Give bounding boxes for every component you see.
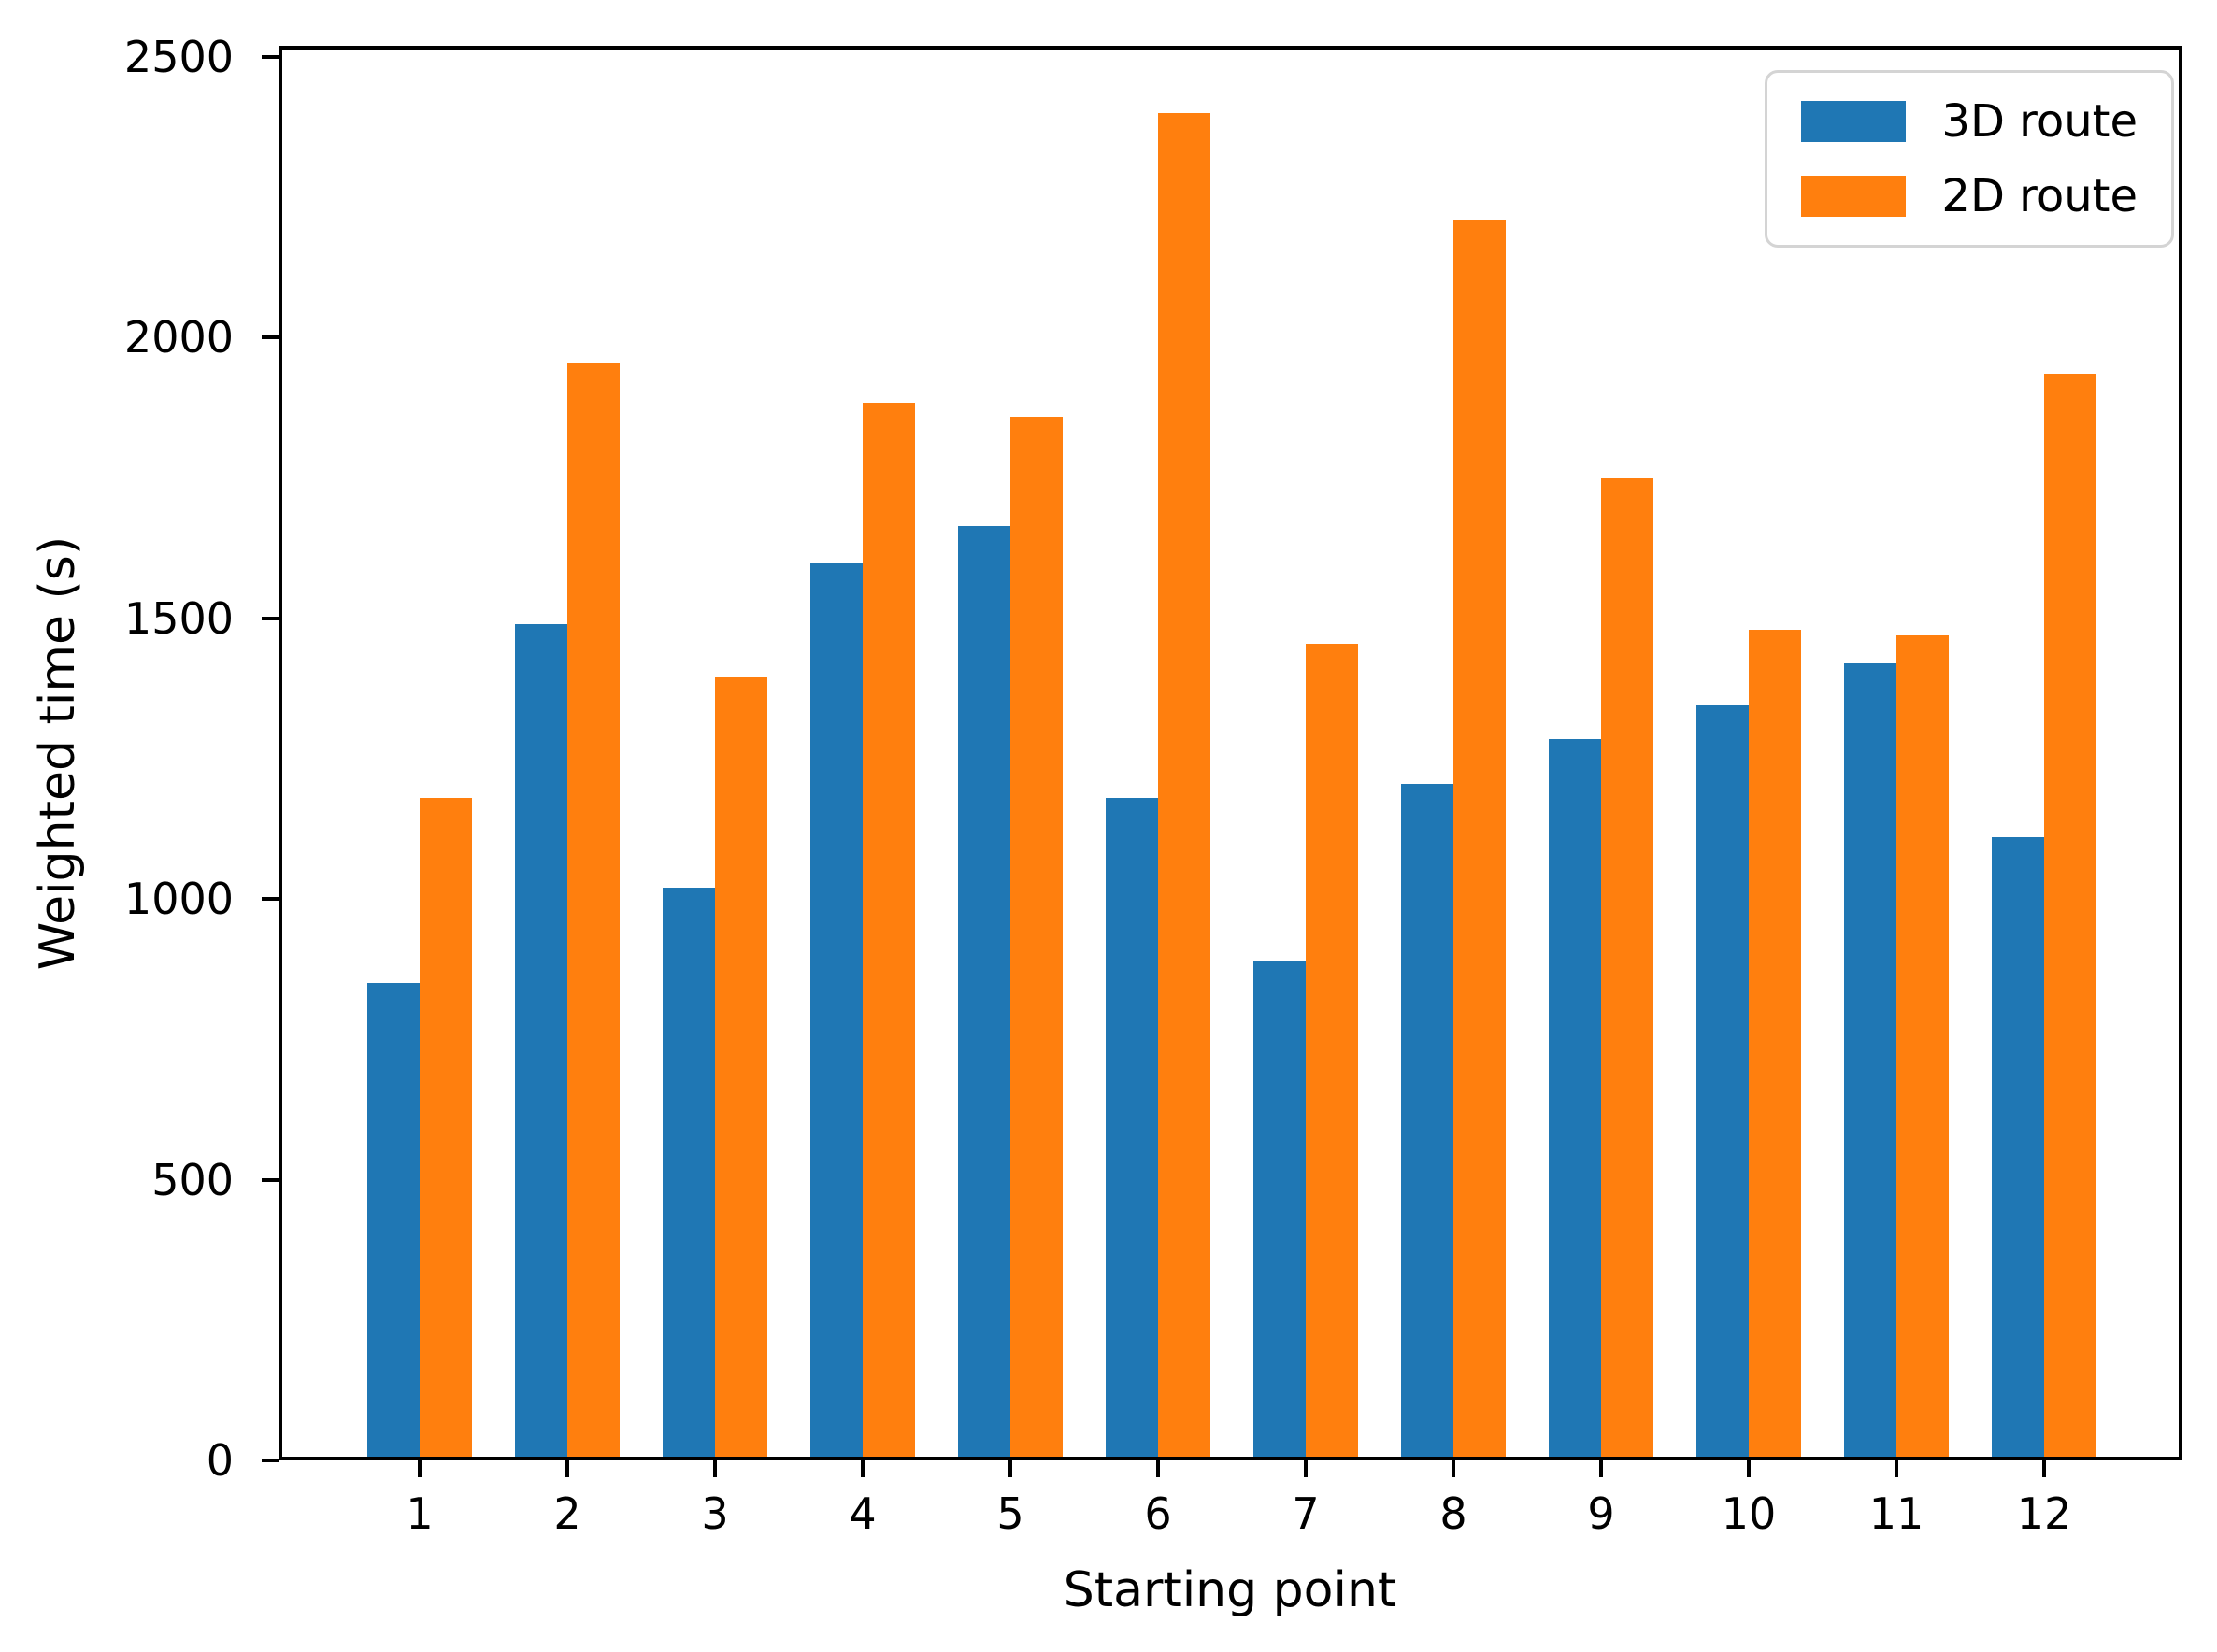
y-axis-label: Weighted time (s) — [30, 535, 86, 971]
bar-2d-route-7 — [1306, 644, 1358, 1460]
x-tick-label-11: 11 — [1868, 1488, 1924, 1539]
bar-3d-route-3 — [663, 888, 715, 1460]
y-tick-2000 — [262, 335, 279, 340]
bar-2d-route-11 — [1896, 635, 1949, 1460]
bar-3d-route-10 — [1696, 705, 1749, 1460]
x-tick-4 — [861, 1460, 865, 1477]
x-tick-label-2: 2 — [553, 1488, 581, 1539]
bar-3d-route-2 — [515, 624, 567, 1460]
bar-2d-route-10 — [1749, 630, 1801, 1460]
bar-3d-route-5 — [958, 526, 1010, 1460]
legend-row-2d-route: 2D route — [1801, 172, 2138, 221]
bar-2d-route-3 — [715, 677, 767, 1460]
x-tick-label-8: 8 — [1439, 1488, 1467, 1539]
x-tick-5 — [1008, 1460, 1012, 1477]
bar-3d-route-12 — [1992, 837, 2044, 1460]
x-axis-label: Starting point — [1063, 1562, 1397, 1618]
x-tick-9 — [1599, 1460, 1603, 1477]
legend-label-2d-route: 2D route — [1941, 170, 2138, 222]
x-tick-label-7: 7 — [1292, 1488, 1320, 1539]
y-tick-label-2000: 2000 — [123, 312, 234, 363]
y-tick-label-1500: 1500 — [123, 592, 234, 644]
y-tick-label-0: 0 — [206, 1435, 234, 1486]
legend-row-3d-route: 3D route — [1801, 97, 2138, 146]
x-tick-7 — [1304, 1460, 1308, 1477]
bar-2d-route-5 — [1010, 417, 1063, 1460]
x-tick-3 — [713, 1460, 717, 1477]
legend-swatch-2d-route — [1801, 176, 1907, 217]
x-tick-label-9: 9 — [1587, 1488, 1615, 1539]
bar-3d-route-4 — [810, 563, 863, 1460]
x-tick-6 — [1156, 1460, 1160, 1477]
y-tick-2500 — [262, 55, 279, 60]
y-tick-label-2500: 2500 — [123, 32, 234, 83]
x-tick-10 — [1747, 1460, 1751, 1477]
y-tick-1500 — [262, 616, 279, 620]
bar-2d-route-6 — [1158, 113, 1210, 1460]
axis-spine-top — [279, 46, 2182, 50]
bar-3d-route-6 — [1106, 798, 1158, 1460]
bar-3d-route-7 — [1253, 961, 1306, 1460]
x-tick-label-10: 10 — [1721, 1488, 1777, 1539]
x-tick-2 — [565, 1460, 569, 1477]
bar-3d-route-1 — [367, 983, 420, 1460]
x-tick-label-3: 3 — [701, 1488, 729, 1539]
bar-2d-route-1 — [420, 798, 472, 1460]
bar-2d-route-2 — [567, 363, 620, 1460]
y-tick-1000 — [262, 897, 279, 902]
y-tick-label-1000: 1000 — [123, 874, 234, 925]
bar-2d-route-9 — [1601, 478, 1653, 1460]
bar-2d-route-12 — [2044, 374, 2096, 1460]
y-tick-label-500: 500 — [151, 1154, 234, 1205]
bar-3d-route-8 — [1401, 784, 1453, 1460]
x-tick-11 — [1895, 1460, 1898, 1477]
x-tick-12 — [2042, 1460, 2046, 1477]
legend-label-3d-route: 3D route — [1941, 95, 2138, 148]
legend-swatch-3d-route — [1801, 101, 1907, 142]
x-tick-label-6: 6 — [1144, 1488, 1172, 1539]
plot-area: 0 500 1000 1500 2000 2500 1 2 3 4 5 6 7 8 9 10 11 12 3D … — [124, 36, 2182, 1535]
x-tick-1 — [418, 1460, 422, 1477]
x-tick-label-5: 5 — [996, 1488, 1024, 1539]
y-tick-0 — [262, 1459, 279, 1462]
x-tick-label-1: 1 — [406, 1488, 434, 1539]
axis-spine-bottom — [279, 1457, 2182, 1460]
legend: 3D route 2D route — [1765, 70, 2174, 248]
x-tick-8 — [1452, 1460, 1455, 1477]
bar-3d-route-11 — [1844, 663, 1896, 1460]
x-tick-label-4: 4 — [849, 1488, 877, 1539]
bar-2d-route-8 — [1453, 220, 1506, 1460]
x-tick-label-12: 12 — [2016, 1488, 2072, 1539]
y-tick-500 — [262, 1177, 279, 1182]
axis-spine-left — [279, 46, 282, 1460]
bar-2d-route-4 — [863, 403, 915, 1460]
bar-3d-route-9 — [1549, 739, 1601, 1460]
axis-spine-right — [2179, 46, 2182, 1460]
